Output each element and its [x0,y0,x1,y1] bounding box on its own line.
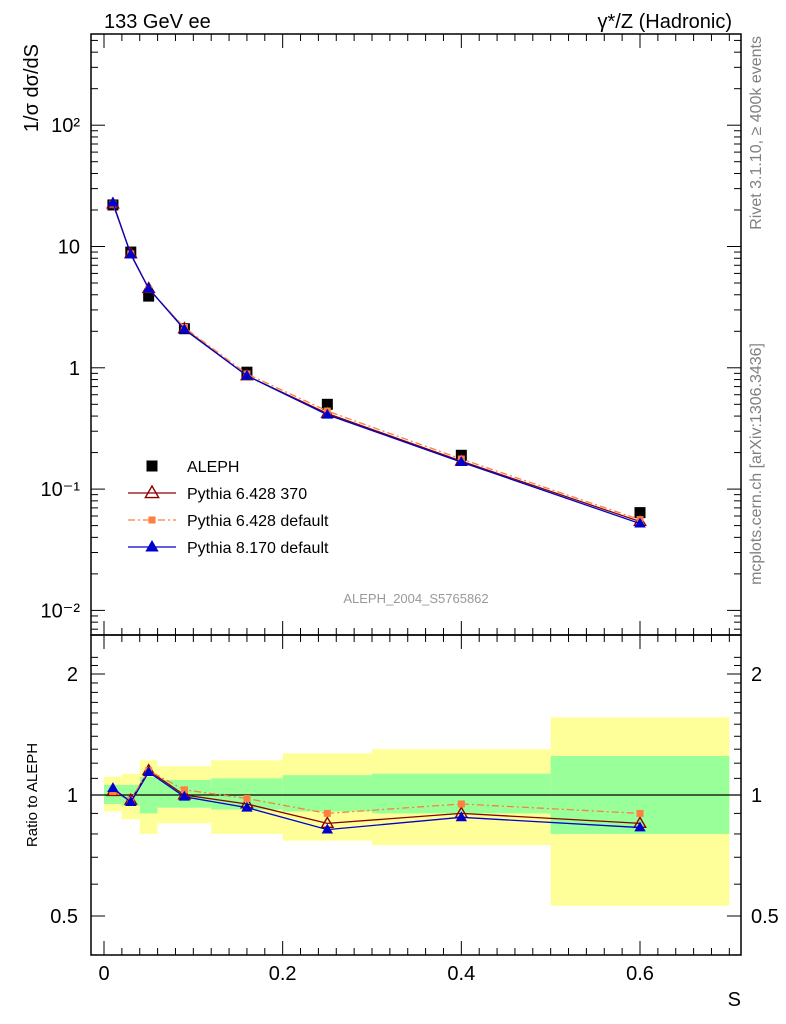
ratio-data-point [321,823,334,834]
header-right-title: γ*/Z (Hadronic) [598,11,732,33]
legend: ALEPH Pythia 6.428 370 Pythia 6.428 defaul… [128,459,329,557]
main-y-tick-label: 1 [69,358,80,380]
legend-entry: Pythia 8.170 default [128,540,329,557]
main-data-point [634,517,646,528]
ratio-data-point [243,795,251,803]
mcplots-label: mcplots.cern.ch [arXiv:1306.3436] [748,343,765,585]
ratio-data-point [636,809,644,817]
main-series-line [112,202,641,525]
ratio-series-line [112,771,641,831]
legend-marker [144,484,160,499]
ratio-data-point [107,782,119,793]
legend-label: Pythia 8.170 default [187,540,329,557]
legend-marker [146,460,158,472]
axis-ticks: 10⁻² 10⁻¹ 1 10 10² 0.5 0.5 1 1 2 2 0 0.2 0.4 0.6 [41,34,779,985]
main-y-tick-label: 10⁻² [41,600,81,622]
ratio-data-point [457,800,465,808]
ratio-data-point [180,786,188,794]
rivet-version-label: Rivet 3.1.10, ≥ 400k events [748,36,765,230]
main-y-tick-label: 10⁻¹ [41,479,81,501]
ratio-inner-band [282,775,372,812]
main-data-point [634,507,646,519]
x-tick-label: 0.4 [447,963,475,985]
legend-label: ALEPH [187,459,239,476]
main-data-point [143,290,155,302]
ratio-y-tick-label-right: 2 [751,664,762,686]
ratio-data-point [455,811,468,822]
main-series-1 [106,196,647,527]
legend-entry: Pythia 6.428 default [128,513,329,530]
main-data-point [142,282,155,293]
x-tick-label: 0.6 [626,963,654,985]
ratio-y-tick-label: 1 [67,785,78,807]
analysis-id-label: ALEPH_2004_S5765862 [343,591,488,606]
main-y-axis-label: 1/σ dσ/dS [21,44,43,132]
ratio-y-tick-label: 2 [67,664,78,686]
x-axis-label: S [728,989,741,1011]
ratio-data-point [125,796,137,807]
main-series-line [112,203,641,521]
ratio-data-point [323,809,331,817]
legend-label: Pythia 6.428 default [187,513,329,530]
ratio-uncertainty-bands [91,717,741,906]
ratio-series-2 [107,766,646,834]
main-data-point [321,408,334,419]
ratio-data-point [241,801,253,812]
main-data-point [178,323,191,334]
legend-entry: ALEPH [146,459,239,476]
legend-marker [148,516,156,524]
ratio-panel-series [106,763,647,834]
ratio-y-tick-label-right: 0.5 [751,906,779,928]
main-series-3 [107,196,646,528]
legend-marker [145,540,159,552]
main-panel-series [106,196,647,528]
main-data-point [241,369,253,380]
main-data-point [321,398,333,410]
x-tick-label: 0 [98,963,109,985]
main-y-tick-label: 10² [51,115,80,137]
ratio-data-point [178,790,191,801]
main-data-point [125,248,137,259]
ratio-series-line [112,769,641,815]
header-left-title: 133 GeV ee [104,11,211,33]
legend-entry: Pythia 6.428 370 [128,484,307,503]
legend-label: Pythia 6.428 370 [187,486,307,503]
x-tick-label: 0.2 [269,963,297,985]
ratio-y-tick-label-right: 1 [751,785,762,807]
ratio-y-axis-label: Ratio to ALEPH [24,743,41,847]
main-data-point [455,456,468,466]
ratio-data-point [634,821,646,832]
ratio-data-point [142,766,155,777]
main-data-point [107,196,119,207]
ratio-y-tick-label: 0.5 [50,906,78,928]
main-y-tick-label: 10 [58,237,80,259]
